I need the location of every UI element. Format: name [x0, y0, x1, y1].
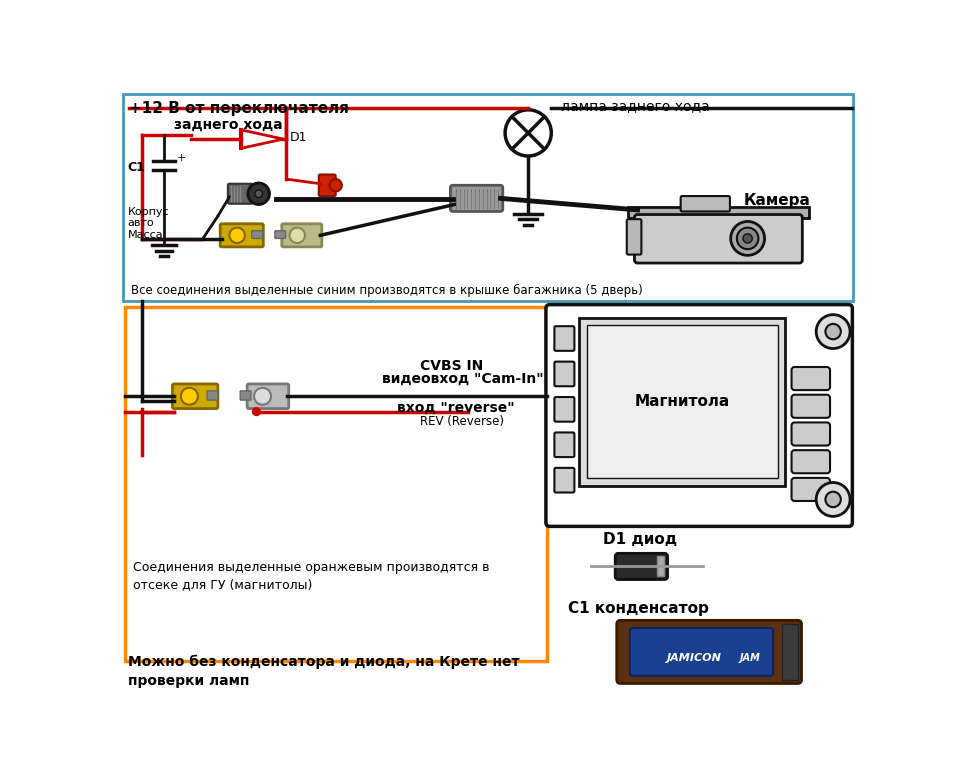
Circle shape: [329, 179, 341, 191]
FancyBboxPatch shape: [318, 174, 335, 196]
FancyBboxPatch shape: [791, 395, 829, 418]
FancyBboxPatch shape: [554, 397, 574, 422]
FancyBboxPatch shape: [274, 231, 285, 238]
Text: заднего хода: заднего хода: [173, 118, 282, 132]
Polygon shape: [241, 130, 283, 149]
Circle shape: [816, 482, 849, 516]
Circle shape: [254, 190, 262, 197]
FancyBboxPatch shape: [247, 384, 289, 409]
FancyBboxPatch shape: [450, 185, 502, 211]
FancyBboxPatch shape: [629, 628, 772, 676]
Text: D1 диод: D1 диод: [602, 532, 677, 546]
Text: лампа заднего хода: лампа заднего хода: [560, 99, 708, 113]
Text: Соединения выделенные оранжевым производятся в
отсеке для ГУ (магнитолы): Соединения выделенные оранжевым производ…: [133, 561, 489, 591]
FancyBboxPatch shape: [634, 214, 801, 263]
FancyBboxPatch shape: [615, 553, 667, 580]
FancyBboxPatch shape: [545, 305, 851, 526]
FancyBboxPatch shape: [207, 391, 217, 400]
Text: вход "reverse": вход "reverse": [396, 401, 515, 415]
Text: Можно без конденсатора и диода, на Крете нет
проверки ламп: Можно без конденсатора и диода, на Крете…: [128, 655, 518, 687]
Bar: [586, 325, 777, 478]
FancyBboxPatch shape: [791, 450, 829, 473]
Text: Камера: Камера: [743, 193, 810, 208]
Bar: [126, 307, 547, 661]
Text: C1 конденсатор: C1 конденсатор: [568, 601, 708, 616]
Text: D1: D1: [289, 132, 307, 145]
FancyBboxPatch shape: [554, 326, 574, 351]
Circle shape: [736, 228, 758, 249]
Bar: [578, 317, 784, 485]
Circle shape: [504, 110, 551, 156]
Text: Корпус
авто
Масса: Корпус авто Масса: [128, 207, 170, 240]
Circle shape: [824, 491, 840, 507]
Circle shape: [253, 388, 271, 405]
Circle shape: [289, 228, 305, 243]
Circle shape: [730, 221, 763, 255]
Text: видеовход "Cam-In": видеовход "Cam-In": [381, 372, 543, 385]
FancyBboxPatch shape: [554, 433, 574, 457]
Text: JAMICON: JAMICON: [666, 653, 720, 663]
FancyBboxPatch shape: [240, 391, 251, 400]
Circle shape: [742, 234, 752, 243]
Text: CVBS IN: CVBS IN: [420, 358, 483, 372]
FancyBboxPatch shape: [228, 183, 253, 204]
Circle shape: [229, 228, 245, 243]
FancyBboxPatch shape: [172, 384, 217, 409]
FancyBboxPatch shape: [554, 361, 574, 386]
FancyBboxPatch shape: [791, 367, 829, 390]
FancyBboxPatch shape: [616, 620, 801, 683]
FancyBboxPatch shape: [791, 423, 829, 446]
FancyBboxPatch shape: [791, 478, 829, 501]
Bar: [781, 624, 797, 680]
Circle shape: [824, 324, 840, 339]
FancyBboxPatch shape: [252, 231, 262, 238]
Text: +12 В от переключателя: +12 В от переключателя: [130, 101, 349, 115]
Circle shape: [253, 408, 260, 416]
Circle shape: [181, 388, 197, 405]
Text: REV (Reverse): REV (Reverse): [420, 415, 504, 428]
Text: Все соединения выделенные синим производятся в крышке багажника (5 дверь): Все соединения выделенные синим производ…: [131, 284, 642, 297]
Text: +: +: [176, 152, 186, 163]
Text: Магнитола: Магнитола: [634, 394, 729, 409]
FancyBboxPatch shape: [220, 224, 263, 247]
Text: C1: C1: [128, 161, 146, 174]
FancyBboxPatch shape: [281, 224, 321, 247]
Text: JAM: JAM: [740, 653, 760, 663]
Bar: [656, 557, 664, 577]
FancyBboxPatch shape: [679, 196, 729, 211]
Circle shape: [816, 315, 849, 348]
Bar: [123, 94, 852, 301]
FancyBboxPatch shape: [626, 219, 640, 255]
Circle shape: [248, 183, 269, 204]
FancyBboxPatch shape: [554, 467, 574, 492]
Bar: [628, 207, 808, 217]
